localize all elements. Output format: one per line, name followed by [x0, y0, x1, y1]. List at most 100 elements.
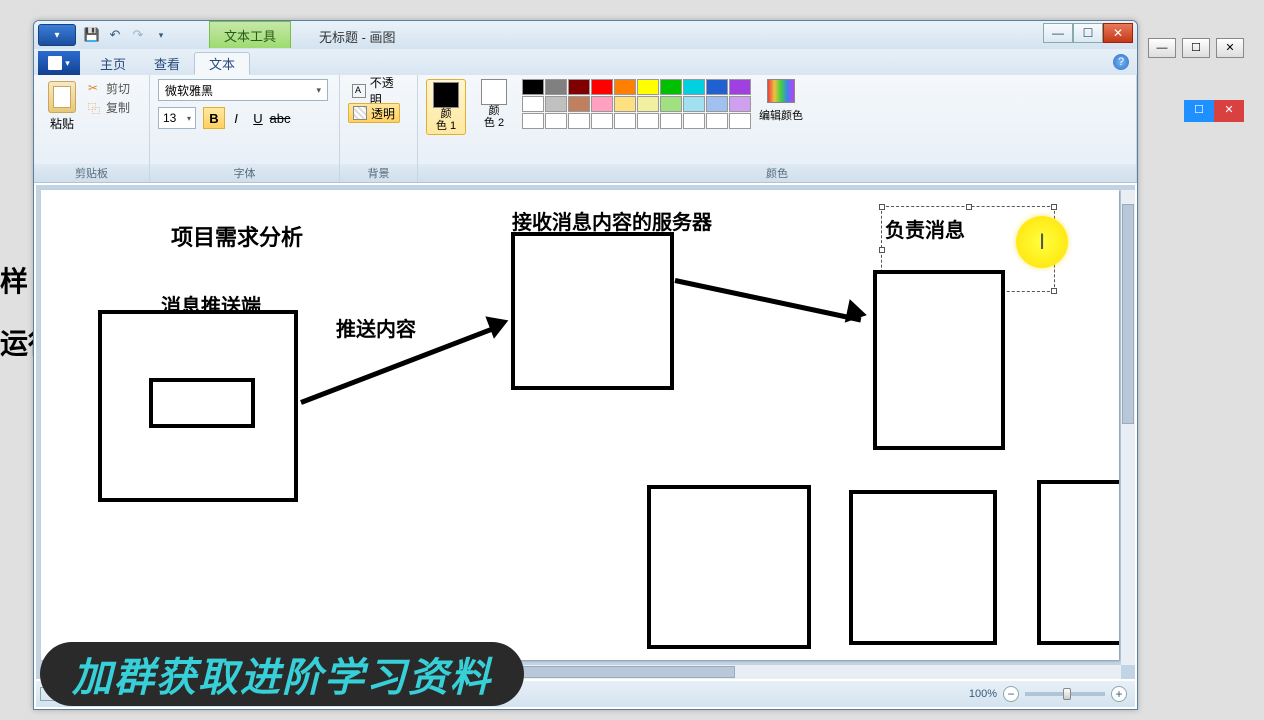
- transparent-icon: [353, 106, 367, 120]
- app-menu-button[interactable]: ▾: [38, 24, 76, 46]
- color-swatch[interactable]: [729, 113, 751, 129]
- sel-handle-ne[interactable]: [1051, 204, 1057, 210]
- sel-handle-se[interactable]: [1051, 288, 1057, 294]
- box-responsible: [873, 270, 1005, 450]
- color-swatch[interactable]: [637, 79, 659, 95]
- font-size-select[interactable]: 13: [158, 107, 196, 129]
- underline-button[interactable]: U: [247, 107, 269, 129]
- zoom-in-button[interactable]: +: [1111, 686, 1127, 702]
- bg-maximize-icon[interactable]: ☐: [1182, 38, 1210, 58]
- bg-close2-icon[interactable]: ✕: [1214, 100, 1244, 122]
- color-swatch[interactable]: [591, 79, 613, 95]
- box-server: [511, 232, 674, 390]
- qat-dropdown-icon[interactable]: ▾: [151, 25, 171, 45]
- arrow2-head: [845, 299, 870, 327]
- zoom-label: 100%: [969, 688, 997, 700]
- color-swatch[interactable]: [729, 79, 751, 95]
- undo-icon[interactable]: ↶: [105, 25, 125, 45]
- color-swatch[interactable]: [522, 113, 544, 129]
- font-size-value: 13: [163, 111, 176, 125]
- copy-label: 复制: [106, 99, 130, 116]
- color-swatch[interactable]: [614, 96, 636, 112]
- color-swatch[interactable]: [591, 113, 613, 129]
- sel-handle-w[interactable]: [879, 247, 885, 253]
- sel-handle-nw[interactable]: [879, 204, 885, 210]
- color-swatch[interactable]: [614, 113, 636, 129]
- zoom-controls: 100% − +: [969, 686, 1127, 702]
- copy-icon: ⿻: [88, 100, 102, 114]
- ribbon-group-font: 微软雅黑 13 B I U abc 字体: [150, 75, 340, 182]
- zoom-slider[interactable]: [1025, 692, 1105, 696]
- color-swatch[interactable]: [706, 96, 728, 112]
- copy-button[interactable]: ⿻复制: [88, 98, 130, 116]
- color-swatch[interactable]: [637, 96, 659, 112]
- color-swatch[interactable]: [706, 79, 728, 95]
- bg-text-1: 样: [0, 260, 28, 300]
- ribbon-group-background: 不透明 透明 背景: [340, 75, 418, 182]
- text-cursor-icon: I: [1039, 229, 1045, 255]
- zoom-slider-thumb[interactable]: [1063, 688, 1071, 700]
- maximize-button[interactable]: ☐: [1073, 23, 1103, 43]
- color-swatch[interactable]: [637, 113, 659, 129]
- server-label: 接收消息内容的服务器: [512, 206, 712, 235]
- cursor-highlight: I: [1016, 216, 1068, 268]
- box-sender-inner: [149, 378, 255, 428]
- box-bottom-2: [849, 490, 997, 645]
- bg-minimize-icon[interactable]: —: [1148, 38, 1176, 58]
- color2-label: 颜 色 2: [484, 105, 504, 129]
- color-swatch[interactable]: [683, 79, 705, 95]
- opaque-icon: [352, 84, 366, 98]
- color-swatch[interactable]: [522, 96, 544, 112]
- bold-button[interactable]: B: [203, 107, 225, 129]
- paste-label: 粘贴: [50, 115, 74, 132]
- paste-button[interactable]: 粘贴: [42, 79, 82, 132]
- cut-button[interactable]: ✂剪切: [88, 79, 130, 97]
- color-swatch[interactable]: [545, 96, 567, 112]
- color2-button[interactable]: 颜 色 2: [474, 79, 514, 129]
- color-swatch[interactable]: [660, 96, 682, 112]
- strikethrough-button[interactable]: abc: [269, 107, 291, 129]
- bg-maximize2-icon[interactable]: ☐: [1184, 100, 1214, 122]
- canvas[interactable]: 项目需求分析 消息推送端 推送内容 接收消息内容的服务器 负责消息: [41, 190, 1119, 660]
- tab-text[interactable]: 文本: [194, 52, 250, 75]
- color-swatch[interactable]: [522, 79, 544, 95]
- close-button[interactable]: ✕: [1103, 23, 1133, 43]
- sel-handle-n[interactable]: [966, 204, 972, 210]
- color-swatch[interactable]: [729, 96, 751, 112]
- italic-button[interactable]: I: [225, 107, 247, 129]
- color-swatch[interactable]: [660, 113, 682, 129]
- color-swatch[interactable]: [706, 113, 728, 129]
- color-swatch[interactable]: [568, 113, 590, 129]
- opaque-button[interactable]: 不透明: [348, 81, 409, 101]
- color-swatch[interactable]: [683, 113, 705, 129]
- save-icon[interactable]: 💾: [82, 25, 102, 45]
- edit-colors-button[interactable]: 编辑颜色: [759, 79, 803, 123]
- responsible-label: 负责消息: [885, 214, 965, 243]
- bg-close-icon[interactable]: ✕: [1216, 38, 1244, 58]
- vertical-scrollbar[interactable]: [1121, 190, 1135, 665]
- canvas-area: 项目需求分析 消息推送端 推送内容 接收消息内容的服务器 负责消息: [36, 185, 1135, 679]
- context-tab-text-tools: 文本工具: [209, 21, 291, 48]
- color-swatch[interactable]: [568, 79, 590, 95]
- color-swatch[interactable]: [614, 79, 636, 95]
- file-menu-button[interactable]: [38, 51, 80, 75]
- redo-icon[interactable]: ↷: [128, 25, 148, 45]
- color-swatch[interactable]: [545, 79, 567, 95]
- zoom-out-button[interactable]: −: [1003, 686, 1019, 702]
- minimize-button[interactable]: —: [1043, 23, 1073, 43]
- font-family-select[interactable]: 微软雅黑: [158, 79, 328, 101]
- color-swatch[interactable]: [591, 96, 613, 112]
- tab-home[interactable]: 主页: [86, 52, 140, 75]
- font-family-value: 微软雅黑: [165, 82, 213, 99]
- push-label: 推送内容: [336, 313, 416, 342]
- color-swatch[interactable]: [568, 96, 590, 112]
- color-swatch[interactable]: [660, 79, 682, 95]
- color-swatch[interactable]: [683, 96, 705, 112]
- color-swatch[interactable]: [545, 113, 567, 129]
- font-group-label: 字体: [150, 164, 339, 182]
- transparent-button[interactable]: 透明: [348, 103, 400, 123]
- tab-view[interactable]: 查看: [140, 52, 194, 75]
- help-icon[interactable]: ?: [1113, 54, 1129, 70]
- arrow2-line: [674, 278, 861, 322]
- color1-button[interactable]: 颜 色 1: [426, 79, 466, 135]
